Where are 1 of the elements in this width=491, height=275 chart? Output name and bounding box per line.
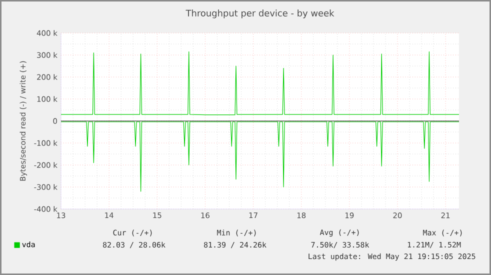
chart-title: Throughput per device - by week — [186, 10, 334, 18]
